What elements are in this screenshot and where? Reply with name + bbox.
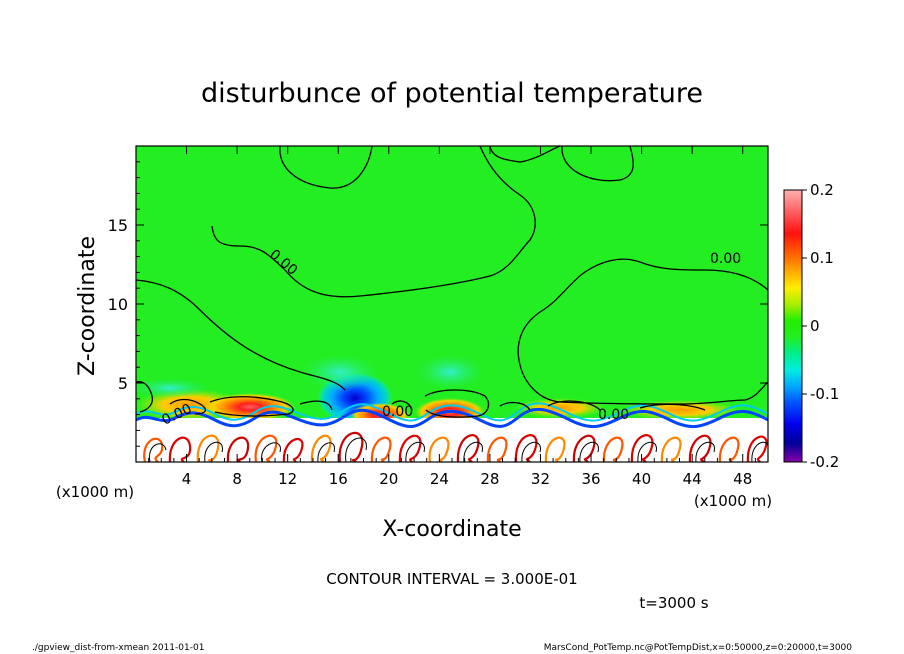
contour-line <box>209 396 294 417</box>
y-tick-label: 10 <box>108 295 128 314</box>
x-tick-label: 40 <box>632 470 651 488</box>
x-tick-label: 16 <box>329 470 348 488</box>
contour-line <box>499 401 531 411</box>
colorbar-tick-label: 0 <box>810 317 820 335</box>
x-tick-label: 44 <box>683 470 702 488</box>
colorbar-tick-label: -0.2 <box>810 453 839 471</box>
field-blob <box>620 400 740 420</box>
x-tick-label: 36 <box>581 470 600 488</box>
x-tick-label: 28 <box>480 470 499 488</box>
contour-line <box>136 279 346 391</box>
plume-contours <box>148 437 768 462</box>
contour-label: 0.00 <box>598 407 629 423</box>
contour-line <box>211 146 536 298</box>
x-axis: 4 8 12 16 20 24 28 32 36 40 44 48 <box>148 146 756 488</box>
x-tick-label: 8 <box>232 470 242 488</box>
x-tick-label: 4 <box>182 470 192 488</box>
contour-line <box>299 400 333 411</box>
field-blob <box>136 378 210 398</box>
contour-line <box>169 398 207 415</box>
x-tick-label: 32 <box>531 470 550 488</box>
x-axis-unit: (x1000 m) <box>694 492 772 510</box>
plot-area: 0.00 0.00 0.00 0.00 0.00 <box>136 146 768 462</box>
footer-left: ./gpview_dist-from-xmean 2011-01-01 <box>32 643 204 653</box>
colorbar-tick-label: 0.2 <box>810 181 834 199</box>
x-tick-label: 24 <box>430 470 449 488</box>
contour-interval: CONTOUR INTERVAL = 3.000E-01 <box>326 570 577 588</box>
plumes <box>143 431 768 462</box>
contour-line <box>391 400 413 411</box>
contour-line <box>561 146 634 182</box>
y-axis-title: Z-coordinate <box>75 236 100 376</box>
time-label: t=3000 s <box>639 594 708 612</box>
zero-contours <box>136 146 768 418</box>
y-axis-unit: (x1000 m) <box>56 483 134 501</box>
x-axis-title: X-coordinate <box>382 517 521 542</box>
x-tick-label: 12 <box>278 470 297 488</box>
contour-line <box>547 400 601 411</box>
colorbar-tick-label: -0.1 <box>810 385 839 403</box>
boundary-layer-edge <box>136 407 768 428</box>
contour-line <box>517 258 768 405</box>
contour-label: 0.00 <box>382 404 413 420</box>
colorbar: 0.2 0.1 0 -0.1 -0.2 <box>783 181 839 471</box>
y-tick-label: 15 <box>108 216 128 235</box>
colorbar-gradient <box>783 189 803 463</box>
y-axis: 5 10 15 <box>108 161 768 447</box>
field-blob <box>300 354 380 390</box>
contour-label: 0.00 <box>710 251 741 267</box>
x-tick-label: 20 <box>379 470 398 488</box>
contour-line <box>424 389 490 418</box>
colorbar-tick-label: 0.1 <box>810 249 834 267</box>
y-tick-label: 5 <box>118 374 128 393</box>
chart-title: disturbunce of potential temperature <box>201 78 703 109</box>
footer-right: MarsCond_PotTemp.nc@PotTempDist,x=0:5000… <box>544 643 853 653</box>
contour-line <box>489 146 561 163</box>
contour-line <box>639 403 706 411</box>
x-tick-label: 48 <box>733 470 752 488</box>
contour-line <box>279 146 373 189</box>
colorbar-ticks: 0.2 0.1 0 -0.1 -0.2 <box>802 181 839 471</box>
field-blob <box>415 354 485 390</box>
